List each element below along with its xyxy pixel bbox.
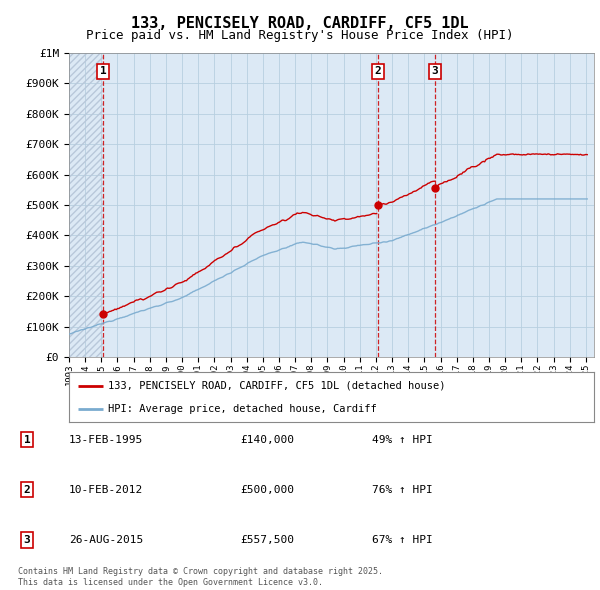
Text: 3: 3 xyxy=(23,535,31,545)
Text: HPI: Average price, detached house, Cardiff: HPI: Average price, detached house, Card… xyxy=(109,404,377,414)
Text: 3: 3 xyxy=(431,66,438,76)
Text: £500,000: £500,000 xyxy=(240,485,294,494)
Text: Contains HM Land Registry data © Crown copyright and database right 2025.
This d: Contains HM Land Registry data © Crown c… xyxy=(18,568,383,586)
Text: 133, PENCISELY ROAD, CARDIFF, CF5 1DL: 133, PENCISELY ROAD, CARDIFF, CF5 1DL xyxy=(131,16,469,31)
Text: £140,000: £140,000 xyxy=(240,435,294,444)
Text: 76% ↑ HPI: 76% ↑ HPI xyxy=(372,485,433,494)
Text: 49% ↑ HPI: 49% ↑ HPI xyxy=(372,435,433,444)
Text: 1: 1 xyxy=(23,435,31,444)
Text: 67% ↑ HPI: 67% ↑ HPI xyxy=(372,535,433,545)
Text: 2: 2 xyxy=(23,485,31,494)
Text: £557,500: £557,500 xyxy=(240,535,294,545)
Bar xyxy=(69,53,103,357)
Text: 26-AUG-2015: 26-AUG-2015 xyxy=(69,535,143,545)
Text: 2: 2 xyxy=(374,66,381,76)
Text: Price paid vs. HM Land Registry's House Price Index (HPI): Price paid vs. HM Land Registry's House … xyxy=(86,29,514,42)
Text: 133, PENCISELY ROAD, CARDIFF, CF5 1DL (detached house): 133, PENCISELY ROAD, CARDIFF, CF5 1DL (d… xyxy=(109,381,446,391)
Text: 10-FEB-2012: 10-FEB-2012 xyxy=(69,485,143,494)
Text: 13-FEB-1995: 13-FEB-1995 xyxy=(69,435,143,444)
Text: 1: 1 xyxy=(100,66,107,76)
